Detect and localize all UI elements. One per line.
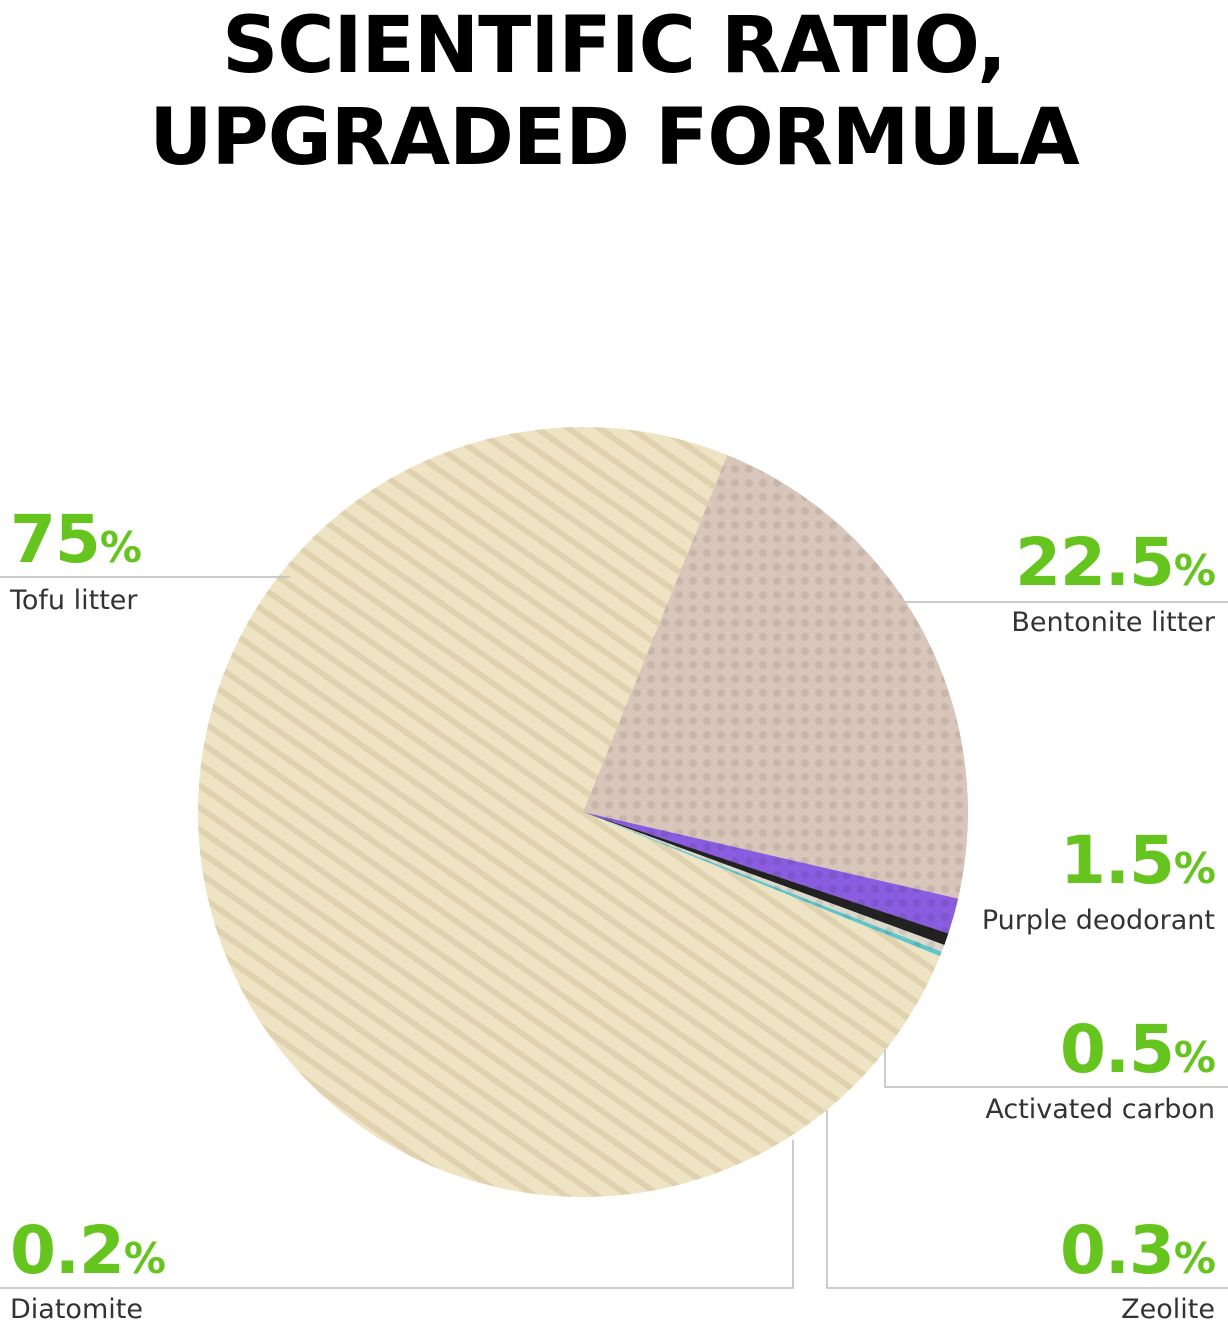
title-line-1: SCIENTIFIC RATIO,	[222, 1, 1007, 91]
bentonite-label: Bentonite litter	[1011, 607, 1215, 638]
title-line-2: UPGRADED FORMULA	[149, 93, 1080, 183]
bentonite-percent: 22.5%	[1015, 524, 1216, 601]
leader-lines	[0, 576, 1228, 1289]
zeolite-label: Zeolite	[1121, 1294, 1215, 1325]
pie-slice-texture	[583, 812, 949, 945]
tofu-label: Tofu litter	[10, 585, 138, 616]
zeolite-percent: 0.3%	[1059, 1212, 1216, 1289]
purple-percent: 1.5%	[1059, 822, 1216, 899]
pie-slice-texture	[197, 427, 940, 1197]
diatomite-label: Diatomite	[10, 1294, 143, 1325]
page-title: SCIENTIFIC RATIO, UPGRADED FORMULA	[0, 0, 1228, 184]
leader-line-zeolite	[826, 1110, 1228, 1289]
carbon-label: Activated carbon	[985, 1094, 1215, 1125]
tofu-percent: 75%	[10, 501, 142, 578]
pie-slice-texture	[583, 812, 945, 952]
leader-line-diatomite	[0, 1140, 794, 1289]
purple-label: Purple deodorant	[981, 905, 1215, 936]
pie-slice-texture	[583, 812, 959, 934]
carbon-percent: 0.5%	[1059, 1011, 1216, 1088]
diatomite-percent: 0.2%	[10, 1212, 166, 1289]
pie-slice-texture	[583, 812, 942, 957]
leader-line-carbon	[884, 1050, 1228, 1088]
pie-slice-texture	[583, 455, 968, 899]
